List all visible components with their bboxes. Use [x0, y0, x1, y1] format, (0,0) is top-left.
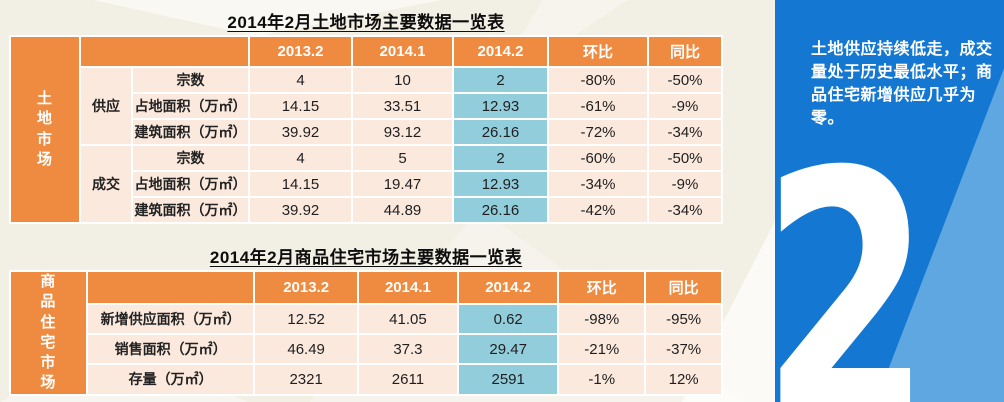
table-cell: 4 [248, 144, 353, 172]
table-cell: 14.15 [248, 92, 353, 120]
table-cell: 37.3 [356, 333, 460, 366]
table-cell: -21% [557, 333, 647, 366]
group-label-supply: 供应 [79, 66, 133, 146]
row-label: 销售面积（万㎡） [85, 333, 256, 366]
table-cell-highlight: 26.16 [452, 118, 549, 146]
column-header-2014-1: 2014.1 [356, 269, 460, 306]
table-cell: 93.12 [351, 118, 454, 146]
table-cell: -50% [647, 144, 723, 172]
table-cell: 2321 [253, 363, 359, 396]
housing-table-title-text: 2014年2月商品住宅市场主要数据一览表 [209, 248, 523, 267]
table-cell: 39.92 [248, 118, 353, 146]
table-cell: 33.51 [351, 92, 454, 120]
section-number: 2 [775, 100, 932, 402]
row-label: 建筑面积（万㎡） [131, 118, 250, 146]
table-cell: 4 [248, 66, 353, 94]
table-cell: -1% [557, 363, 647, 396]
table-cell: -37% [644, 333, 723, 366]
column-header-2014-2: 2014.2 [457, 269, 560, 306]
row-label: 存量（万㎡） [85, 363, 256, 396]
column-header-2014-1: 2014.1 [351, 35, 454, 68]
summary-note: 土地供应持续低走，成交量处于历史最低水平；商品住宅新增供应几乎为零。 [811, 41, 993, 127]
table-cell-highlight: 26.16 [452, 196, 549, 224]
land-row-header-text: 土地市场 [36, 90, 53, 168]
table-cell: -72% [547, 118, 649, 146]
table-cell: -60% [547, 144, 649, 172]
row-label: 新增供应面积（万㎡） [85, 303, 256, 336]
table-cell-highlight: 12.93 [452, 92, 549, 120]
row-label: 占地面积（万㎡） [131, 92, 250, 120]
table-cell: -9% [647, 92, 723, 120]
land-table-title-text: 2014年2月土地市场主要数据一览表 [227, 13, 505, 32]
group-label-transactions: 成交 [79, 144, 133, 224]
table-cell: 41.05 [356, 303, 460, 336]
column-header-2014-2: 2014.2 [452, 35, 549, 68]
table-cell: -80% [547, 66, 649, 94]
table-cell-highlight: 2591 [457, 363, 560, 396]
housing-row-header-text: 商品住宅市场 [40, 273, 57, 392]
column-header-mom: 环比 [557, 269, 647, 306]
row-label: 建筑面积（万㎡） [131, 196, 250, 224]
land-market-table: 土地市场 2013.2 2014.1 2014.2 环比 同比 供应 宗数 4 … [9, 35, 723, 224]
column-header-2013-2: 2013.2 [253, 269, 359, 306]
table-cell: 44.89 [351, 196, 454, 224]
column-header-2013-2: 2013.2 [248, 35, 353, 68]
table-cell: 10 [351, 66, 454, 94]
table-cell: 14.15 [248, 170, 353, 198]
table-cell: 39.92 [248, 196, 353, 224]
table-cell: 46.49 [253, 333, 359, 366]
column-header-yoy: 同比 [644, 269, 723, 306]
table-cell: 12% [644, 363, 723, 396]
row-label: 宗数 [131, 144, 250, 172]
table-cell: 12.52 [253, 303, 359, 336]
table-cell-highlight: 2 [452, 144, 549, 172]
table-cell: -34% [647, 118, 723, 146]
summary-panel: 2 土地供应持续低走，成交量处于历史最低水平；商品住宅新增供应几乎为零。 [775, 0, 1004, 402]
table-cell: -34% [547, 170, 649, 198]
column-header-yoy: 同比 [647, 35, 723, 68]
table-cell-highlight: 0.62 [457, 303, 560, 336]
table-cell-highlight: 12.93 [452, 170, 549, 198]
row-label: 占地面积（万㎡） [131, 170, 250, 198]
header-blank-cell [79, 35, 250, 68]
table-cell: 19.47 [351, 170, 454, 198]
housing-market-table: 商品住宅市场 2013.2 2014.1 2014.2 环比 同比 新增供应面积… [9, 269, 723, 396]
table-cell: -95% [644, 303, 723, 336]
land-row-header: 土地市场 [9, 35, 81, 224]
table-cell-highlight: 2 [452, 66, 549, 94]
table-cell-highlight: 29.47 [457, 333, 560, 366]
housing-table-title: 2014年2月商品住宅市场主要数据一览表 [9, 243, 723, 268]
land-table-title: 2014年2月土地市场主要数据一览表 [9, 8, 723, 33]
table-cell: -34% [647, 196, 723, 224]
table-cell: 2611 [356, 363, 460, 396]
table-cell: -98% [557, 303, 647, 336]
header-blank-cell [85, 269, 256, 306]
table-cell: -61% [547, 92, 649, 120]
table-cell: -42% [547, 196, 649, 224]
housing-row-header: 商品住宅市场 [9, 270, 88, 396]
table-cell: -9% [647, 170, 723, 198]
table-cell: -50% [647, 66, 723, 94]
column-header-mom: 环比 [547, 35, 649, 68]
table-cell: 5 [351, 144, 454, 172]
row-label: 宗数 [131, 66, 250, 94]
